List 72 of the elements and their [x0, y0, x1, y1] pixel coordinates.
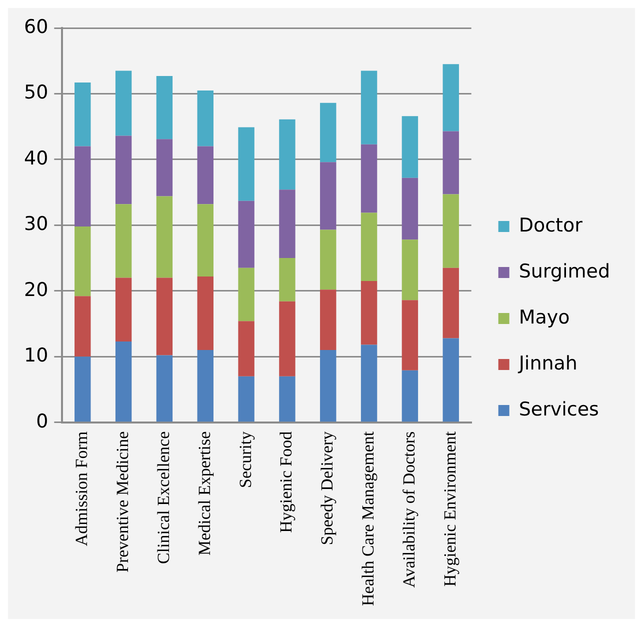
- bar: [442, 194, 459, 268]
- bar: [442, 338, 459, 422]
- bar: [238, 321, 254, 376]
- bar: [115, 278, 132, 342]
- bar: [238, 268, 254, 322]
- bar: [320, 162, 336, 230]
- bar: [360, 344, 378, 422]
- x-tick-label: Preventive Medicine: [113, 431, 132, 573]
- bar: [402, 178, 418, 240]
- bar: [238, 200, 254, 268]
- bar: [115, 204, 132, 278]
- y-tick-label: 0: [36, 410, 48, 432]
- bar: [74, 226, 91, 296]
- bar: [156, 355, 173, 422]
- bar: [360, 70, 378, 144]
- bar: [360, 144, 378, 213]
- y-tick-label: 40: [24, 147, 48, 170]
- bar: [442, 64, 459, 132]
- bar: [156, 139, 173, 196]
- bar: [442, 131, 459, 194]
- bar: [279, 376, 296, 422]
- bar: [115, 136, 132, 204]
- x-tick-label: Hygienic Food: [276, 430, 296, 533]
- y-tick-label: 30: [24, 213, 48, 236]
- bar: [402, 370, 418, 422]
- bar: [74, 82, 91, 146]
- x-tick-label: Availability of Doctors: [399, 431, 418, 588]
- legend-label: Jinnah: [518, 352, 578, 374]
- bar: [360, 281, 378, 345]
- bar: [402, 240, 418, 300]
- x-tick-label: Speedy Delivery: [318, 430, 337, 546]
- bar: [279, 119, 296, 190]
- y-tick-label: 60: [24, 16, 48, 38]
- bar: [115, 342, 132, 422]
- legend-label: Surgimed: [518, 260, 610, 282]
- bar: [197, 90, 214, 146]
- legend-label: Mayo: [518, 306, 570, 328]
- bar: [442, 268, 459, 338]
- x-tick-label: Clinical Excellence: [154, 431, 173, 564]
- bar: [279, 301, 296, 376]
- x-tick-label: Hygienic Environment: [440, 431, 460, 587]
- bar: [320, 102, 336, 162]
- x-tick-label: Admission Form: [72, 431, 92, 546]
- bar: [238, 376, 254, 422]
- bar: [156, 196, 173, 278]
- bar: [402, 116, 418, 178]
- bar: [402, 300, 418, 370]
- bar: [279, 258, 296, 302]
- bar: [320, 350, 336, 422]
- bar: [279, 190, 296, 258]
- legend-label: Services: [518, 398, 599, 420]
- bar: [74, 146, 91, 226]
- legend-label: Doctor: [518, 214, 583, 236]
- y-tick-label: 50: [24, 82, 48, 104]
- bar: [156, 76, 173, 140]
- bar: [156, 278, 173, 356]
- x-tick-label: Security: [236, 430, 255, 488]
- bar: [197, 204, 214, 276]
- bar: [115, 70, 132, 136]
- bar: [197, 146, 214, 204]
- y-tick-label: 20: [24, 278, 48, 301]
- x-tick-label: Medical Expertise: [194, 431, 214, 556]
- bar: [74, 296, 91, 357]
- bar: [197, 276, 214, 350]
- bar: [238, 127, 254, 201]
- y-tick-label: 10: [24, 344, 48, 367]
- bar: [74, 356, 91, 422]
- bar: [320, 230, 336, 290]
- bar: [320, 290, 336, 350]
- bar: [360, 212, 378, 282]
- x-tick-label: Health Care Management: [358, 431, 378, 606]
- bar: [197, 350, 214, 422]
